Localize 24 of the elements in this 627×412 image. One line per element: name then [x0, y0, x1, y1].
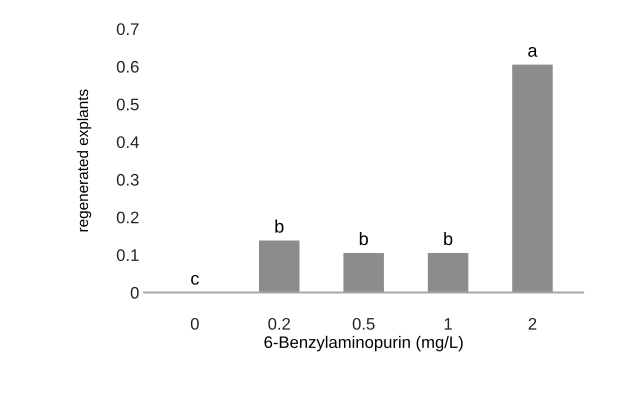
x-axis-title: 6-Benzylaminopurin (mg/L)	[264, 336, 463, 352]
bar	[259, 240, 300, 293]
bar	[343, 252, 384, 293]
x-tick-label: 0.5	[352, 318, 375, 330]
x-tick-label: 0	[190, 318, 199, 330]
y-tick-label: 0	[130, 286, 139, 299]
y-tick-label: 0.6	[116, 60, 139, 73]
y-axis-title: regenerated explants	[76, 89, 92, 232]
annotation: b	[360, 232, 368, 246]
y-tick-label: 0.2	[116, 212, 139, 224]
x-tick-label: 0.2	[268, 318, 290, 330]
annotation: a	[528, 46, 538, 57]
bar	[512, 64, 553, 293]
y-tick-label: 0.4	[116, 136, 139, 148]
x-tick-label: 2	[528, 318, 536, 330]
x-tick-label: 1	[444, 318, 452, 330]
y-tick-label: 0.3	[116, 174, 139, 186]
y-tick-label: 0.5	[116, 98, 139, 110]
y-tick-label: 0.7	[116, 23, 139, 36]
bar	[428, 252, 468, 293]
annotation: c	[191, 274, 199, 285]
annotation: b	[444, 232, 452, 246]
annotation: b	[275, 220, 284, 233]
y-tick-label: 0.1	[116, 249, 139, 262]
